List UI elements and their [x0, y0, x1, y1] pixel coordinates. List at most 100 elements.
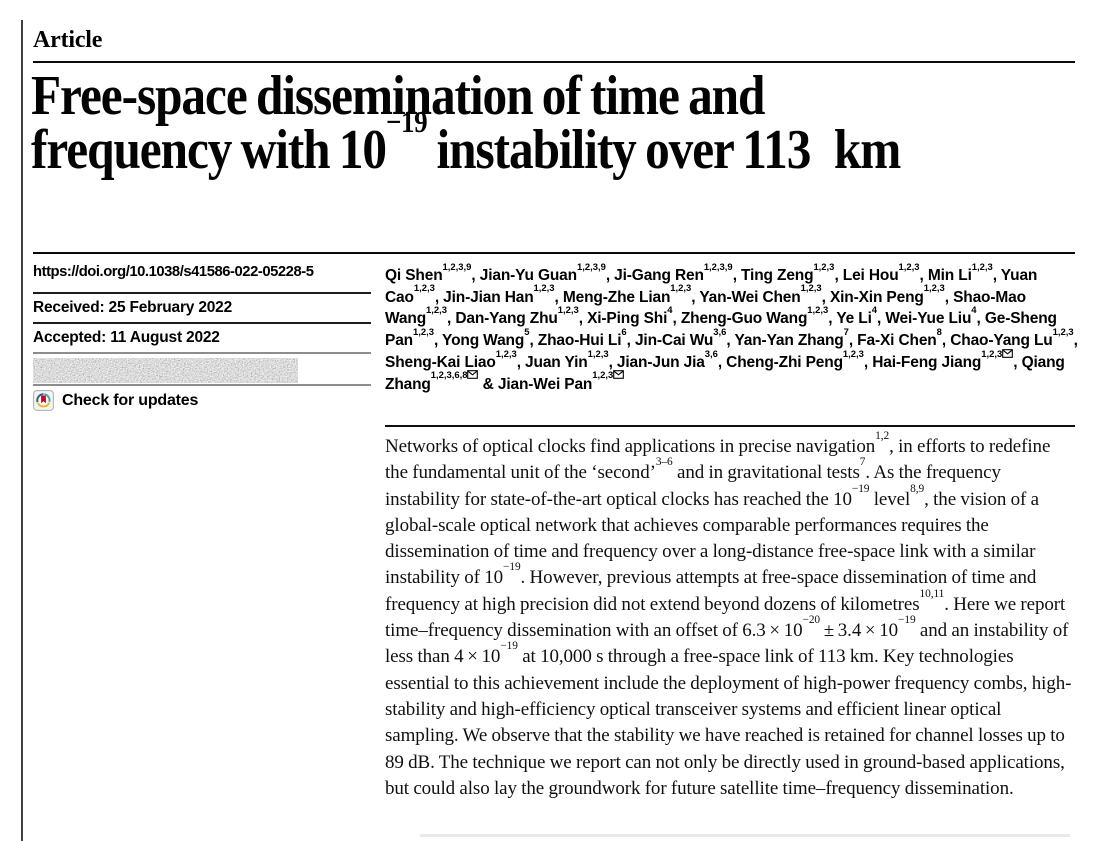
author: Jian-Jun Jia3,6 [616, 349, 718, 371]
author: Zheng-Guo Wang1,2,3 [680, 306, 828, 328]
author-affiliations: 1,2,3,9 [576, 261, 606, 273]
author-affiliations: 1,2,3 [587, 348, 609, 360]
author-affiliations: 1,2,3 [981, 348, 1003, 360]
page-bottom-edge [420, 834, 1070, 837]
author: Qi Shen1,2,3,9 [385, 262, 471, 284]
author-name: Jian-Yu Guan [479, 267, 577, 284]
meta-divider [33, 352, 371, 354]
author-affiliations: 1,2,3 [495, 348, 517, 360]
author-name: Ji-Gang Ren [614, 267, 704, 284]
author-affiliations: 1,2,3 [971, 261, 993, 273]
author: Ting Zeng1,2,3 [741, 262, 834, 284]
abstract-divider-rule [385, 425, 1075, 427]
meta-divider [33, 384, 371, 386]
author: Sheng-Kai Liao1,2,3 [385, 349, 517, 371]
author: Yong Wang5 [442, 327, 529, 349]
author: Ji-Gang Ren1,2,3,9 [614, 262, 733, 284]
author-name: Wei-Yue Liu [885, 310, 972, 328]
author: Zhao-Hui Li6 [537, 327, 627, 350]
superscript: 1,2 [875, 429, 890, 442]
superscript: −19 [898, 614, 916, 627]
superscript: 3–6 [655, 456, 673, 469]
author: Yuan Cao1,2,3 [385, 267, 1037, 306]
author: Ge-Sheng Pan1,2,3 [385, 310, 1057, 349]
author-affiliations: 1,2,3 [413, 283, 435, 295]
author-name: Xin-Xin Peng [829, 288, 924, 306]
author-affiliations: 1,2,3 [557, 305, 579, 316]
author-affiliations: 1,2,3 [923, 283, 945, 295]
doi-link[interactable]: https://doi.org/10.1038/s41586-022-05228… [33, 264, 314, 280]
envelope-icon [613, 370, 625, 381]
author-affiliations: 3,6 [713, 326, 727, 338]
author: Wei-Yue Liu4 [885, 306, 976, 328]
superscript: −19 [503, 561, 521, 574]
author: Yan-Yan Zhang7 [734, 327, 848, 350]
author-name: Lei Hou [842, 267, 899, 284]
author-name: Ge-Sheng Pan [385, 310, 1057, 350]
author-affiliations: 1,2,3 [813, 261, 835, 273]
author-affiliations: 1,2,3 [807, 305, 829, 316]
author: Jian-Wei Pan1,2,3 [498, 370, 625, 393]
author-affiliations: 7 [843, 326, 849, 338]
article-kicker: Article [33, 27, 103, 53]
author: Jin-Jian Han1,2,3 [443, 284, 554, 306]
author-affiliations: 1,2,3,6,8 [430, 370, 468, 382]
author: Lei Hou1,2,3 [842, 262, 920, 284]
author-name: Sheng-Kai Liao [385, 353, 496, 371]
author-affiliations: 1,2,3 [533, 283, 555, 295]
author: Yan-Wei Chen1,2,3 [699, 284, 821, 306]
envelope-icon [467, 370, 479, 381]
check-for-updates-link[interactable]: Check for updates [33, 390, 198, 411]
author: Cheng-Zhi Peng1,2,3 [726, 349, 864, 371]
author-list: Qi Shen1,2,3,9, Jian-Yu Guan1,2,3,9, Ji-… [385, 261, 1078, 393]
author: Hai-Feng Jiang1,2,3 [872, 348, 1014, 371]
author-name: Zhao-Hui Li [537, 332, 622, 350]
author-name: Chao-Yang Lu [950, 332, 1053, 350]
author: Xin-Xin Peng1,2,3 [829, 284, 945, 306]
author-affiliations: 1,2,3,9 [442, 261, 472, 273]
author-affiliations: 5 [524, 326, 530, 338]
superscript: −20 [802, 614, 821, 627]
abstract-text: Networks of optical clocks find applicat… [385, 429, 1072, 799]
author-name: Qi Shen [385, 267, 443, 284]
meta-divider [33, 322, 371, 324]
accepted-date: Accepted: 11 August 2022 [33, 329, 220, 346]
author-affiliations: 4 [667, 305, 673, 316]
author-name: Hai-Feng Jiang [872, 353, 982, 371]
superscript: −19 [851, 482, 870, 495]
crossmark-icon [33, 390, 54, 411]
author-affiliations: 1,2,3 [1052, 326, 1074, 338]
superscript: −19 [500, 640, 518, 653]
author-name: Min Li [927, 267, 972, 284]
author-affiliations: 1,2,3 [898, 261, 920, 273]
author-affiliations: 4 [971, 305, 977, 316]
author-name: Fa-Xi Chen [857, 332, 937, 350]
left-vertical-rule [21, 20, 23, 841]
author-affiliations: 1,2,3 [592, 370, 614, 382]
superscript: −19 [385, 105, 428, 140]
author-name: Jin-Cai Wu [634, 332, 714, 350]
author-affiliations: 6 [621, 326, 627, 338]
author: Fa-Xi Chen8 [857, 327, 942, 350]
author-affiliations: 1,2,3 [426, 305, 448, 316]
author-name: Jin-Jian Han [443, 288, 534, 306]
author-affiliations: 4 [871, 305, 878, 316]
author-name: Shao-Mao Wang [385, 288, 1026, 328]
author-name: Qiang Zhang [385, 353, 1065, 393]
received-date: Received: 25 February 2022 [33, 299, 233, 316]
article-title: Free-space dissemination of time and fre… [31, 65, 901, 181]
author-name: Dan-Yang Zhu [455, 310, 558, 328]
author: Min Li1,2,3 [927, 262, 993, 284]
author: Chao-Yang Lu1,2,3 [950, 327, 1073, 350]
author-name: Jian-Jun Jia [616, 353, 705, 371]
author: Ye Li4 [836, 306, 877, 328]
author-name: Zheng-Guo Wang [680, 310, 808, 328]
author-name: Yan-Wei Chen [699, 288, 801, 306]
author-affiliations: 1,2,3 [842, 348, 864, 360]
author-affiliations: 1,2,3 [670, 283, 692, 295]
author-name: Yan-Yan Zhang [734, 332, 844, 350]
meta-divider [33, 292, 371, 294]
superscript: 8,9 [910, 482, 925, 495]
header-divider-rule [33, 252, 1075, 254]
author: Jian-Yu Guan1,2,3,9 [479, 262, 606, 284]
